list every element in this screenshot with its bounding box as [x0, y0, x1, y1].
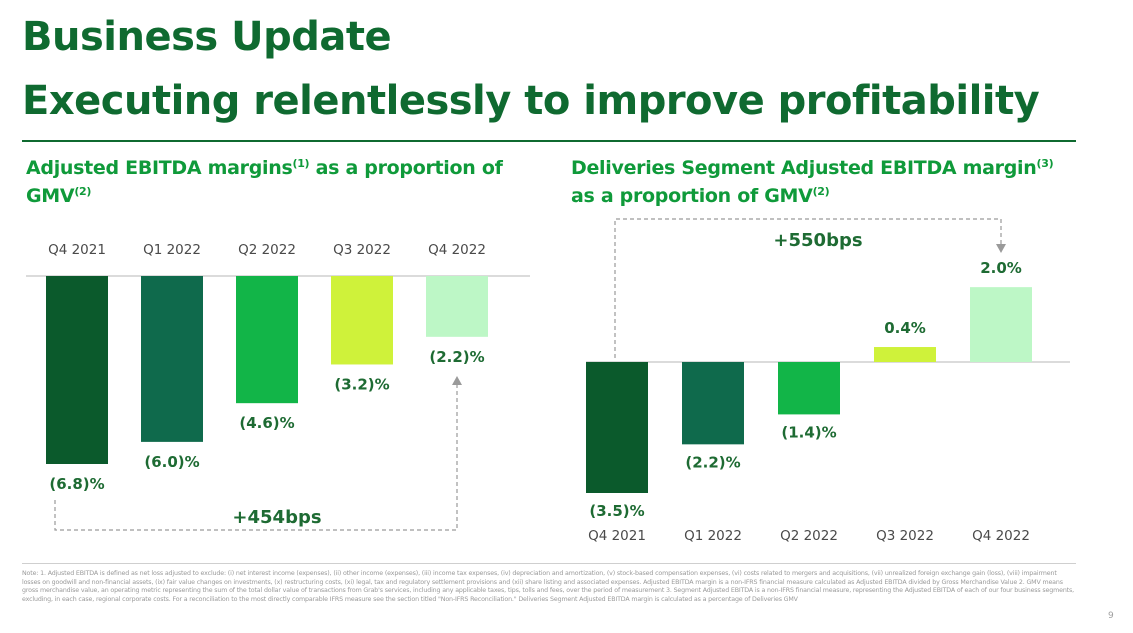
title-divider [22, 140, 1076, 142]
right-value-label-q4-2022: 2.0% [980, 259, 1022, 277]
left-bar-q1-2022 [141, 276, 203, 442]
left-chart-heading: Adjusted EBITDA margins(1) as a proporti… [26, 157, 503, 207]
page-number: 9 [1108, 611, 1114, 621]
right-bar-q4-2021 [586, 362, 648, 493]
right-value-label-q2-2022: (1.4)% [781, 423, 836, 441]
right-value-label-q4-2021: (3.5)% [589, 502, 644, 520]
left-bar-chart: Q4 2021 (6.8)% Q1 2022 (6.0)% Q2 2022 (4.6)% Q… [26, 242, 530, 531]
left-bar-q4-2022 [426, 276, 488, 337]
left-dashed-bracket [54, 385, 458, 531]
right-bar-chart: (3.5)% Q4 2021 (2.2)% Q1 2022 (1.4)% Q2 2022 0… [586, 218, 1070, 544]
right-bar-q3-2022 [874, 347, 936, 362]
right-category-q4-2022: Q4 2022 [972, 528, 1030, 544]
left-value-label-q2-2022: (4.6)% [239, 414, 294, 432]
right-bar-q1-2022 [682, 362, 744, 445]
left-category-q4-2021: Q4 2021 [48, 242, 106, 258]
page-subtitle: Executing relentlessly to improve profit… [22, 78, 1040, 124]
left-category-q4-2022: Q4 2022 [428, 242, 486, 258]
right-category-q4-2021: Q4 2021 [588, 528, 646, 544]
left-bar-q4-2021 [46, 276, 108, 464]
left-bracket-arrow [452, 376, 462, 385]
left-bar-q3-2022 [331, 276, 393, 365]
left-category-q1-2022: Q1 2022 [143, 242, 201, 258]
footnote: Note: 1. Adjusted EBITDA is defined as n… [22, 570, 1074, 603]
right-category-q2-2022: Q2 2022 [780, 528, 838, 544]
right-bar-q2-2022 [778, 362, 840, 415]
left-value-label-q4-2022: (2.2)% [429, 348, 484, 366]
right-bar-q4-2022 [970, 287, 1032, 362]
right-category-q3-2022: Q3 2022 [876, 528, 934, 544]
left-value-label-q1-2022: (6.0)% [144, 453, 199, 471]
left-bar-q2-2022 [236, 276, 298, 404]
footnote-divider [22, 563, 1076, 564]
left-value-label-q4-2021: (6.8)% [49, 475, 104, 493]
left-value-label-q3-2022: (3.2)% [334, 375, 389, 393]
right-bracket-arrow [996, 244, 1006, 253]
left-category-q2-2022: Q2 2022 [238, 242, 296, 258]
right-annotation: +550bps [773, 230, 862, 251]
right-value-label-q1-2022: (2.2)% [685, 453, 740, 471]
left-category-q3-2022: Q3 2022 [333, 242, 391, 258]
right-value-label-q3-2022: 0.4% [884, 319, 926, 337]
page-title: Business Update [22, 14, 392, 60]
right-chart-heading: Deliveries Segment Adjusted EBITDA margi… [571, 157, 1054, 207]
left-annotation: +454bps [232, 507, 321, 528]
right-category-q1-2022: Q1 2022 [684, 528, 742, 544]
right-dashed-bracket [614, 218, 1002, 358]
